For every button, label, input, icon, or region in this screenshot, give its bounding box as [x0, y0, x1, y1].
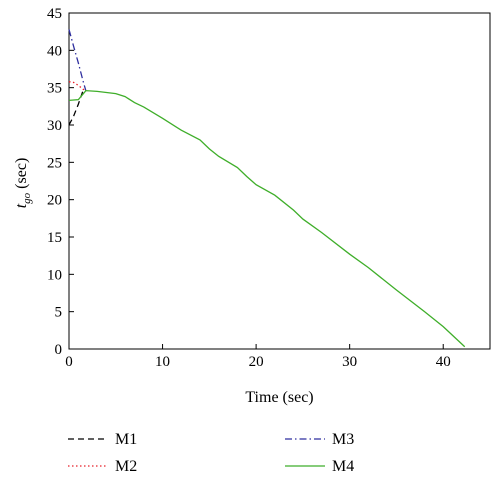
x-tick-label: 20 — [249, 354, 264, 370]
series-line-m4 — [68, 89, 466, 348]
x-tick-label: 0 — [65, 354, 73, 370]
y-tick-label: 45 — [47, 6, 62, 22]
series-line-m1 — [68, 90, 86, 126]
y-tick-label: 15 — [47, 230, 62, 246]
y-tick-label: 10 — [47, 267, 62, 283]
legend-label-m2: M2 — [115, 458, 137, 475]
legend-label-m4: M4 — [332, 458, 354, 475]
y-tick-label: 30 — [47, 118, 62, 134]
series-line-m2 — [68, 81, 87, 92]
plot-area — [68, 12, 491, 350]
y-tick-label: 25 — [47, 155, 62, 171]
y-axis-title: tgo (sec) — [13, 158, 33, 209]
y-axis-title-base: t — [13, 203, 30, 208]
legend: M1 M2 M3 M4 — [68, 431, 354, 475]
x-tick-label: 10 — [155, 354, 170, 370]
series-line-m3 — [68, 29, 87, 91]
legend-label-m1: M1 — [115, 431, 137, 448]
axis-ticks: 0 10 20 30 40 0 5 10 15 20 25 30 35 40 45 — [47, 6, 451, 370]
y-axis-title-subscript: go — [21, 192, 33, 204]
x-axis-title: Time (sec) — [245, 389, 313, 406]
x-tick-label: 30 — [342, 354, 357, 370]
y-tick-label: 40 — [47, 43, 62, 59]
y-tick-label: 20 — [47, 193, 62, 209]
y-tick-label: 0 — [55, 342, 63, 358]
series-layer — [68, 29, 466, 348]
x-tick-label: 40 — [436, 354, 451, 370]
y-tick-label: 5 — [55, 305, 63, 321]
y-tick-label: 35 — [47, 81, 62, 97]
y-axis-title-suffix: (sec) — [13, 158, 30, 193]
legend-label-m3: M3 — [332, 431, 354, 448]
plot-frame — [68, 12, 491, 350]
